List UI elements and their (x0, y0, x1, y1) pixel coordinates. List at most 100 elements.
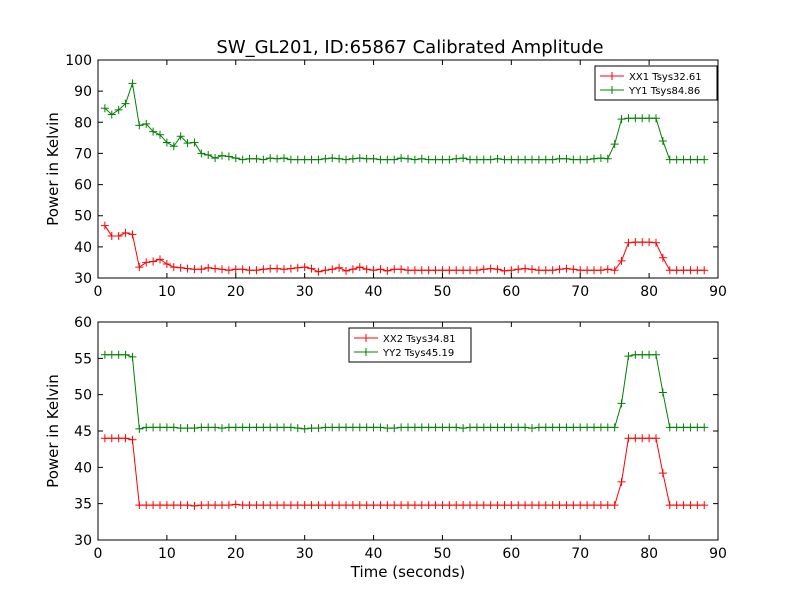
data-point (528, 265, 536, 274)
data-point (658, 388, 667, 397)
data-point (541, 423, 550, 432)
data-point (404, 154, 412, 163)
y-tick-label: 55 (74, 351, 92, 367)
y-tick-label: 50 (74, 388, 92, 404)
legend-marker (608, 72, 616, 80)
data-point (590, 423, 598, 432)
data-point (211, 154, 220, 163)
y-tick-label: 45 (74, 424, 92, 440)
data-point (562, 154, 571, 163)
data-point (342, 155, 350, 164)
data-point (431, 501, 440, 510)
data-point (596, 266, 605, 275)
data-point (376, 265, 385, 274)
x-tick-label: 10 (158, 284, 176, 300)
data-point (204, 423, 213, 432)
data-point (479, 501, 488, 510)
data-point (342, 266, 350, 275)
y-tick-label: 60 (74, 315, 92, 331)
data-point (190, 138, 199, 147)
data-point (369, 154, 378, 163)
data-point (686, 266, 695, 275)
data-point (686, 423, 695, 432)
data-point (541, 266, 550, 275)
data-point (431, 266, 440, 275)
data-point (100, 434, 109, 443)
data-point (445, 501, 454, 510)
data-point (514, 423, 523, 432)
data-point (273, 501, 282, 510)
data-point (424, 155, 433, 164)
data-point (569, 155, 578, 164)
data-point (204, 150, 213, 159)
data-point (445, 266, 454, 275)
data-point (493, 423, 502, 432)
data-point (679, 155, 688, 164)
data-point (328, 265, 337, 274)
data-point (486, 423, 495, 432)
data-point (238, 423, 247, 432)
legend-marker (362, 334, 370, 342)
x-tick-label: 20 (227, 546, 245, 562)
data-point (362, 423, 371, 432)
data-point (466, 501, 474, 510)
data-point (362, 265, 371, 274)
data-point (211, 264, 220, 273)
data-point (466, 155, 474, 164)
data-point (700, 501, 709, 510)
data-point (176, 424, 185, 433)
data-point (156, 501, 164, 510)
data-point (231, 500, 240, 509)
data-point (369, 423, 378, 432)
data-point (596, 423, 605, 432)
data-point (183, 139, 192, 148)
data-point (169, 263, 178, 272)
data-point (665, 266, 674, 275)
data-point (142, 258, 151, 267)
data-point (183, 264, 192, 273)
data-point (162, 138, 171, 147)
data-point (638, 114, 647, 123)
data-point (658, 469, 667, 478)
data-point (679, 501, 688, 510)
data-point (686, 155, 695, 164)
data-point (197, 501, 206, 510)
data-point (500, 266, 509, 275)
data-point (658, 253, 667, 262)
data-point (603, 265, 612, 274)
data-point (176, 263, 185, 272)
data-point (307, 264, 316, 273)
chart-title: SW_GL201, ID:65867 Calibrated Amplitude (216, 37, 603, 58)
data-point (121, 99, 130, 108)
data-point (348, 501, 357, 510)
data-point (521, 155, 530, 164)
data-point (528, 424, 536, 433)
data-point (596, 501, 605, 510)
data-point (528, 155, 536, 164)
data-point (569, 423, 578, 432)
bottom-plot: 0 10 20 30 40 50 60 70 80 90 30 35 40 45 50 55 60 Power i… (44, 315, 727, 581)
data-point (286, 155, 295, 164)
data-point (548, 155, 557, 164)
data-point (417, 266, 426, 275)
data-point (169, 423, 178, 432)
data-point (486, 501, 495, 510)
data-point (507, 501, 516, 510)
data-point (410, 423, 419, 432)
data-point (197, 149, 206, 158)
data-point (555, 265, 564, 274)
series-line-1-1 (104, 354, 705, 430)
data-point (149, 501, 158, 510)
x-axis-label: Time (seconds) (350, 563, 466, 581)
legend-marker (362, 348, 370, 356)
data-point (128, 352, 137, 361)
data-point (335, 423, 344, 432)
data-point (176, 132, 185, 141)
data-point (590, 501, 598, 510)
data-point (149, 257, 158, 266)
data-point (390, 155, 399, 164)
data-point (700, 423, 709, 432)
data-point (528, 501, 536, 510)
x-tick-label: 10 (158, 546, 176, 562)
